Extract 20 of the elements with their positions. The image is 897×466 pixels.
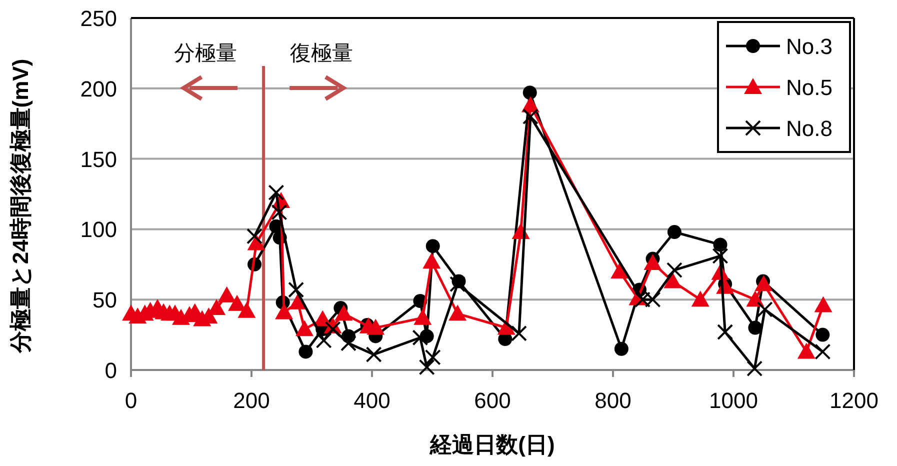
- annotation: 復極量: [290, 42, 354, 65]
- x-tick-label: 400: [354, 388, 390, 413]
- y-tick-label: 200: [80, 76, 117, 102]
- y-tick-label: 100: [80, 217, 117, 242]
- legend-label: No.5: [786, 75, 832, 100]
- x-tick-label: 0: [124, 388, 138, 413]
- y-tick-label: 0: [104, 358, 117, 383]
- x-tick-label: 1000: [709, 388, 758, 413]
- legend-label: No.3: [786, 34, 832, 59]
- y-tick-label: 50: [92, 288, 117, 313]
- y-tick-label: 250: [80, 6, 117, 31]
- legend-label: No.8: [786, 116, 832, 141]
- y-tick-label: 150: [80, 146, 117, 172]
- x-axis-title: 経過日数(日): [429, 432, 555, 457]
- x-tick-label: 800: [594, 388, 632, 413]
- x-tick-label: 1200: [830, 388, 878, 413]
- x-tick-label: 200: [233, 388, 270, 413]
- y-axis-title: 分極量と24時間後復極量(mV): [8, 58, 33, 354]
- x-tick-label: 600: [474, 388, 511, 413]
- annotation: 分極量: [174, 42, 238, 65]
